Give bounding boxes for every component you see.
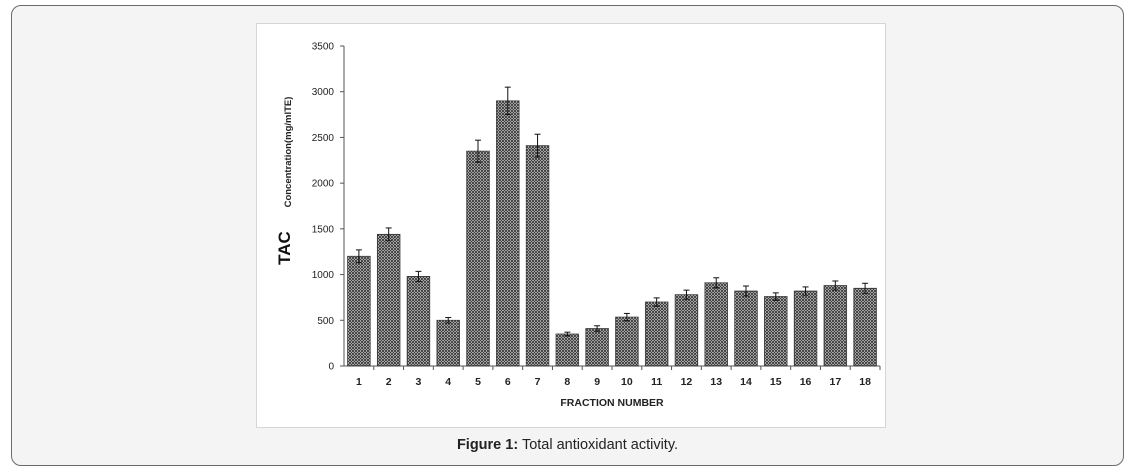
bar: [555, 333, 580, 367]
y-tick-label: 2500: [312, 133, 335, 144]
y-axis-title-main: TAC: [275, 231, 294, 265]
x-tick-label: 4: [445, 376, 451, 388]
bar: [406, 275, 431, 367]
y-axis-title-sub: Concentration(mg/mlTE): [283, 97, 294, 208]
y-tick-label: 500: [317, 316, 334, 327]
bar: [674, 294, 699, 367]
x-tick-label: 18: [859, 376, 871, 388]
bars-group: [347, 86, 877, 367]
x-tick-label: 5: [475, 376, 481, 388]
y-tick-label: 1500: [312, 224, 335, 235]
x-tick-label: 12: [681, 376, 693, 388]
x-tick-label: 7: [535, 376, 541, 388]
bar: [347, 255, 371, 367]
caption-label: Figure 1:: [456, 437, 519, 453]
x-tick-label: 9: [594, 376, 600, 388]
chart-area: 0 500 1000 1500 2000 2500 3000 3500 1 2 3 4 5 6 7 8 9 10 1…: [256, 23, 886, 428]
bar: [436, 319, 460, 367]
x-tick-label: 1: [356, 376, 362, 388]
bar: [496, 100, 520, 367]
y-tick-label: 3500: [312, 42, 335, 53]
x-tick-label: 14: [740, 376, 752, 388]
x-tick-label: 8: [564, 376, 570, 388]
figure-caption: Figure 1: Total antioxidant activity.: [0, 437, 1135, 453]
bar: [734, 290, 758, 367]
bar: [615, 316, 639, 367]
x-tick-label: 15: [770, 376, 782, 388]
y-tick-label: 3000: [312, 87, 335, 98]
x-tick-label: 10: [621, 376, 633, 388]
bar: [793, 290, 818, 367]
axes-group: [340, 45, 881, 370]
y-tick-label: 1000: [312, 270, 335, 281]
bar: [823, 285, 848, 367]
bar: [764, 296, 788, 367]
bar: [376, 233, 401, 367]
bar: [853, 287, 877, 367]
bar: [585, 328, 609, 367]
y-tick-label: 0: [328, 362, 334, 373]
x-tick-label: 11: [651, 376, 662, 388]
y-tick-label: 2000: [312, 179, 335, 190]
bar: [525, 145, 550, 367]
x-tick-label: 2: [386, 376, 392, 388]
bar: [466, 150, 490, 367]
x-tick-label: 6: [505, 376, 511, 388]
x-axis-title: FRACTION NUMBER: [560, 397, 664, 409]
caption-text: Total antioxidant activity.: [521, 437, 679, 453]
bar: [644, 301, 669, 367]
x-tick-label: 13: [710, 376, 722, 388]
x-tick-label: 16: [800, 376, 812, 388]
x-tick-label: 17: [829, 376, 841, 388]
x-tick-label: 3: [416, 376, 422, 388]
bar: [704, 282, 728, 367]
